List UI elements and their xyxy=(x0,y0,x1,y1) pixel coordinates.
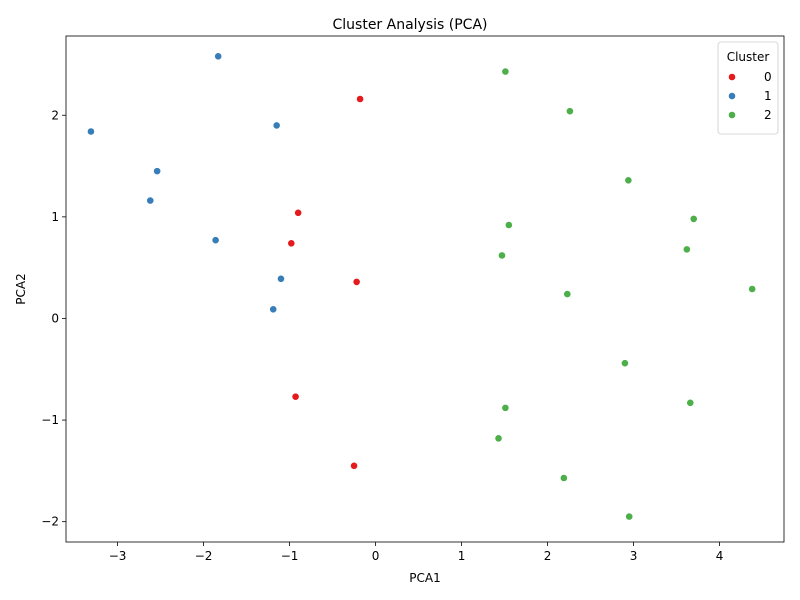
legend-items: 0 1 2 xyxy=(728,70,772,122)
data-point-cluster-0 xyxy=(294,208,303,217)
data-point-cluster-2 xyxy=(625,512,634,521)
x-tick-label: −2 xyxy=(195,549,213,563)
data-point-cluster-2 xyxy=(682,245,691,254)
x-axis-label: PCA1 xyxy=(409,571,440,585)
legend-box xyxy=(717,41,779,135)
data-point-cluster-1 xyxy=(272,121,281,130)
data-point-cluster-2 xyxy=(501,403,510,412)
data-point-cluster-0 xyxy=(350,461,358,470)
data-point-cluster-2 xyxy=(559,474,568,482)
x-tick-label: 0 xyxy=(372,549,380,563)
data-point-cluster-1 xyxy=(153,167,162,176)
data-point-cluster-0 xyxy=(352,277,361,286)
legend-label-cluster-0: 0 xyxy=(764,70,772,84)
plot-area xyxy=(66,36,784,542)
data-point-cluster-1 xyxy=(269,305,278,314)
x-tick-label: 2 xyxy=(544,549,552,563)
data-points xyxy=(87,52,757,521)
data-point-cluster-2 xyxy=(565,107,574,116)
data-point-cluster-2 xyxy=(498,251,506,260)
data-point-cluster-2 xyxy=(504,221,513,229)
data-point-cluster-2 xyxy=(624,176,633,185)
y-tick-label: 0 xyxy=(51,311,59,325)
y-axis-ticks: −2 −1 0 1 2 xyxy=(41,108,66,529)
data-point-cluster-1 xyxy=(146,196,155,205)
x-axis-ticks: −3 −2 −1 0 1 2 3 4 xyxy=(109,542,724,563)
data-point-cluster-0 xyxy=(356,95,364,103)
x-tick-label: 1 xyxy=(458,549,466,563)
x-tick-label: −1 xyxy=(281,549,299,563)
data-point-cluster-2 xyxy=(494,434,503,443)
legend-label-cluster-2: 2 xyxy=(764,108,772,122)
y-axis-label: PCA2 xyxy=(14,273,28,304)
data-point-cluster-2 xyxy=(621,359,629,368)
data-point-cluster-2 xyxy=(563,290,572,298)
data-point-cluster-1 xyxy=(211,236,220,245)
y-tick-label: 1 xyxy=(51,210,59,224)
y-tick-label: −1 xyxy=(41,413,59,427)
x-tick-label: 3 xyxy=(630,549,638,563)
data-point-cluster-2 xyxy=(748,285,757,293)
data-point-cluster-1 xyxy=(214,52,223,61)
legend-marker-cluster-2 xyxy=(728,111,736,119)
y-tick-label: −2 xyxy=(41,515,59,529)
legend-marker-cluster-0 xyxy=(728,73,736,81)
chart-title: Cluster Analysis (PCA) xyxy=(333,17,488,33)
y-tick-label: 2 xyxy=(51,108,59,122)
x-tick-label: −3 xyxy=(109,549,127,563)
legend-label-cluster-1: 1 xyxy=(764,89,772,103)
data-point-cluster-2 xyxy=(686,398,695,407)
x-tick-label: 4 xyxy=(716,549,724,563)
legend: Cluster 0 1 2 xyxy=(717,41,779,135)
data-point-cluster-1 xyxy=(277,274,285,283)
data-point-cluster-0 xyxy=(287,239,296,248)
legend-title: Cluster xyxy=(727,50,770,64)
data-point-cluster-0 xyxy=(291,392,300,401)
legend-marker-cluster-1 xyxy=(728,92,736,100)
data-point-cluster-2 xyxy=(501,67,510,76)
plot-frame xyxy=(65,35,785,543)
data-point-cluster-1 xyxy=(87,127,95,136)
data-point-cluster-2 xyxy=(689,214,698,223)
